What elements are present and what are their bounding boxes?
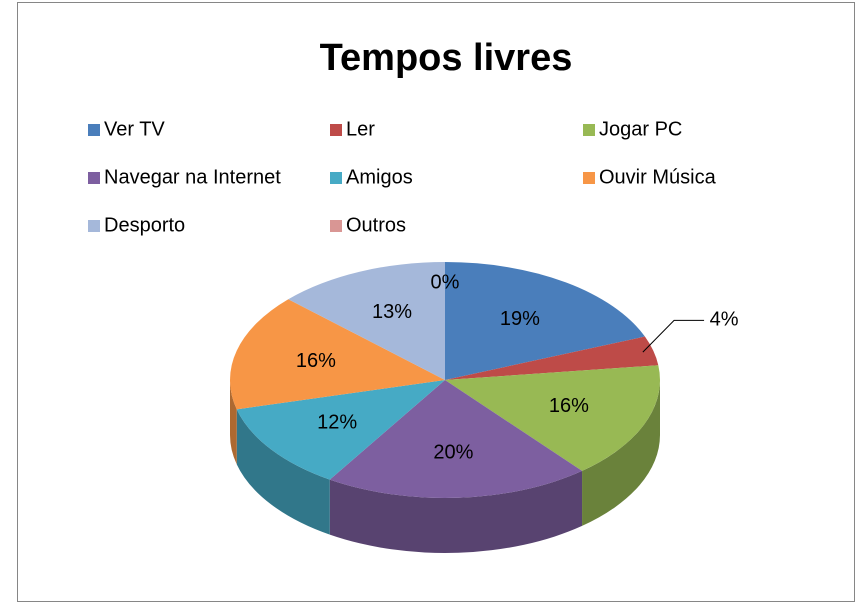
- slice: [445, 336, 659, 380]
- chart-title: Tempos livres: [320, 37, 573, 79]
- slice-side: [329, 470, 583, 553]
- slice: [445, 262, 645, 380]
- slice: [445, 365, 660, 471]
- legend-label: Ouvir Música: [599, 166, 717, 188]
- data-label: 20%: [433, 441, 473, 463]
- slice-side: [236, 409, 330, 535]
- legend-swatch: [583, 124, 595, 136]
- data-label: 13%: [372, 301, 412, 323]
- leader-line: [642, 319, 705, 353]
- data-label: 12%: [317, 411, 357, 433]
- data-label: 16%: [549, 395, 589, 417]
- data-label: 0%: [431, 272, 460, 294]
- slice-side: [230, 380, 237, 465]
- legend-swatch: [88, 124, 100, 136]
- legend-swatch: [583, 172, 595, 184]
- data-label: 16%: [296, 350, 336, 372]
- legend-swatch: [330, 220, 342, 232]
- legend-label: Ler: [346, 118, 375, 140]
- legend-label: Amigos: [346, 166, 413, 188]
- legend-swatch: [88, 220, 100, 232]
- data-label: 4%: [710, 309, 739, 331]
- slice-side: [582, 380, 660, 526]
- legend-label: Outros: [346, 214, 406, 236]
- legend-label: Navegar na Internet: [104, 166, 281, 188]
- slice: [329, 380, 583, 498]
- data-label: 19%: [500, 308, 540, 330]
- legend-label: Jogar PC: [599, 118, 682, 140]
- legend-label: Desporto: [104, 214, 185, 236]
- slice: [230, 299, 445, 410]
- slice: [288, 262, 445, 380]
- legend-swatch: [88, 172, 100, 184]
- legend-label: Ver TV: [104, 118, 165, 140]
- legend-swatch: [330, 124, 342, 136]
- slice: [236, 380, 445, 480]
- legend-swatch: [330, 172, 342, 184]
